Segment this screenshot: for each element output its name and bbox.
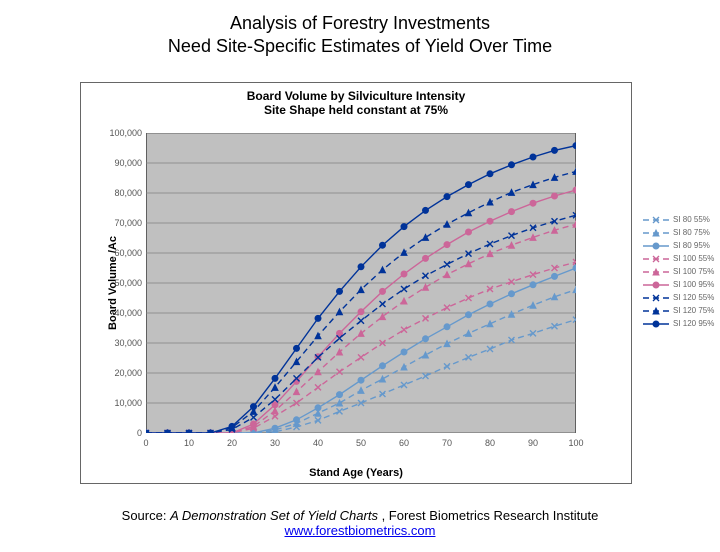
y-tick: 50,000	[106, 278, 142, 288]
legend-swatch	[643, 319, 669, 329]
source-label: Source:	[122, 508, 170, 523]
x-tick: 60	[399, 438, 409, 448]
legend-label: SI 80 75%	[673, 228, 710, 237]
legend-label: SI 100 75%	[673, 267, 714, 276]
y-tick: 60,000	[106, 248, 142, 258]
chart-svg	[146, 133, 576, 433]
y-tick: 10,000	[106, 398, 142, 408]
legend-item: SI 100 55%	[643, 252, 720, 265]
x-tick: 40	[313, 438, 323, 448]
legend: SI 80 55% SI 80 75% SI 80 95% SI 100 55% SI …	[643, 213, 720, 330]
chart-container: Board Volume by Silviculture Intensity S…	[80, 82, 632, 484]
source-footer: Source: A Demonstration Set of Yield Cha…	[0, 508, 720, 538]
x-tick: 80	[485, 438, 495, 448]
legend-item: SI 120 75%	[643, 304, 720, 317]
legend-swatch	[643, 306, 669, 316]
y-tick: 70,000	[106, 218, 142, 228]
y-tick: 20,000	[106, 368, 142, 378]
x-tick: 20	[227, 438, 237, 448]
chart-title: Board Volume by Silviculture Intensity S…	[81, 89, 631, 117]
legend-label: SI 120 95%	[673, 319, 714, 328]
x-tick: 30	[270, 438, 280, 448]
legend-swatch	[643, 267, 669, 277]
legend-label: SI 120 55%	[673, 293, 714, 302]
legend-item: SI 120 95%	[643, 317, 720, 330]
y-tick: 30,000	[106, 338, 142, 348]
legend-label: SI 80 55%	[673, 215, 710, 224]
page-title: Analysis of Forestry Investments Need Si…	[0, 12, 720, 59]
legend-item: SI 100 95%	[643, 278, 720, 291]
y-tick: 90,000	[106, 158, 142, 168]
title-line-1: Analysis of Forestry Investments	[0, 12, 720, 35]
legend-swatch	[643, 228, 669, 238]
legend-swatch	[643, 293, 669, 303]
legend-label: SI 120 75%	[673, 306, 714, 315]
title-line-2: Need Site-Specific Estimates of Yield Ov…	[0, 35, 720, 58]
legend-item: SI 80 55%	[643, 213, 720, 226]
legend-label: SI 100 95%	[673, 280, 714, 289]
source-rest: , Forest Biometrics Research Institute	[382, 508, 599, 523]
legend-item: SI 100 75%	[643, 265, 720, 278]
y-tick: 80,000	[106, 188, 142, 198]
legend-label: SI 80 95%	[673, 241, 710, 250]
x-tick: 90	[528, 438, 538, 448]
source-italic: A Demonstration Set of Yield Charts	[170, 508, 378, 523]
legend-swatch	[643, 254, 669, 264]
plot-area	[146, 133, 576, 433]
y-tick: 100,000	[106, 128, 142, 138]
legend-swatch	[643, 280, 669, 290]
legend-item: SI 80 75%	[643, 226, 720, 239]
chart-title-l1: Board Volume by Silviculture Intensity	[247, 89, 466, 103]
x-axis-label: Stand Age (Years)	[81, 467, 631, 479]
legend-label: SI 100 55%	[673, 254, 714, 263]
x-tick: 10	[184, 438, 194, 448]
legend-item: SI 80 95%	[643, 239, 720, 252]
x-tick: 50	[356, 438, 366, 448]
y-tick: 40,000	[106, 308, 142, 318]
legend-swatch	[643, 241, 669, 251]
legend-swatch	[643, 215, 669, 225]
x-tick: 70	[442, 438, 452, 448]
y-tick: 0	[106, 428, 142, 438]
x-tick: 0	[143, 438, 148, 448]
x-tick: 100	[568, 438, 583, 448]
legend-item: SI 120 55%	[643, 291, 720, 304]
chart-title-l2: Site Shape held constant at 75%	[264, 103, 448, 117]
source-link[interactable]: www.forestbiometrics.com	[285, 523, 436, 538]
